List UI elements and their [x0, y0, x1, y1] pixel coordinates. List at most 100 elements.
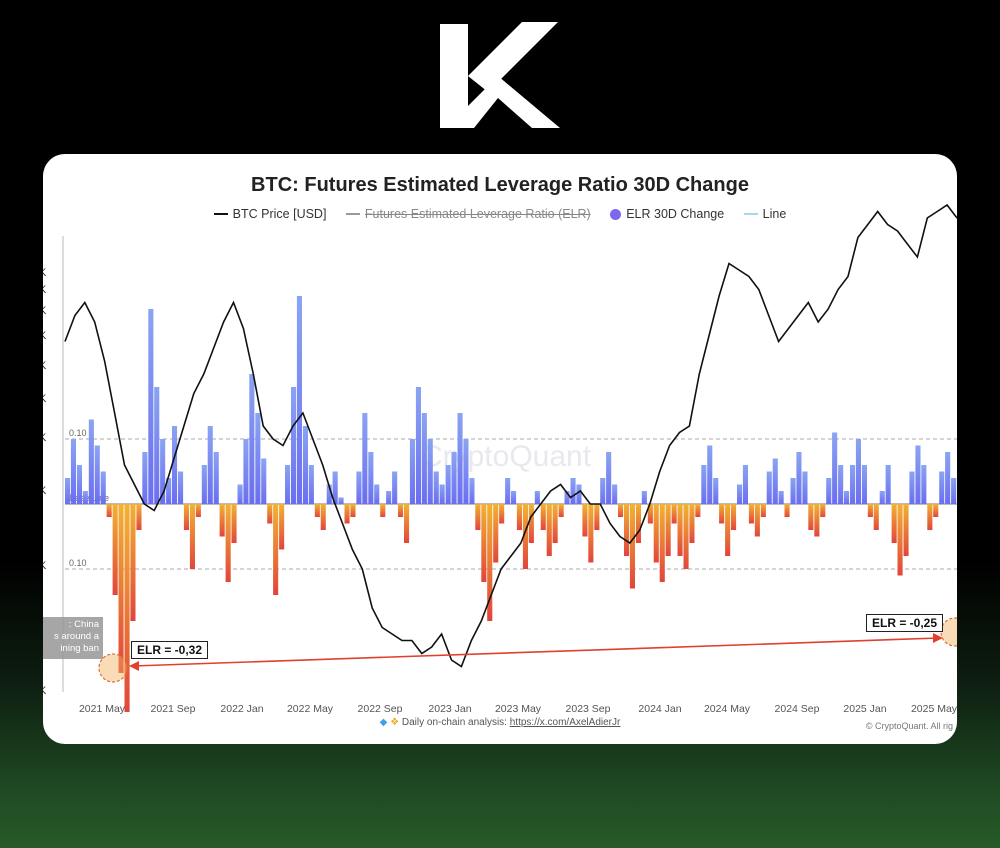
legend-item-elr[interactable]: Futures Estimated Leverage Ratio (ELR): [345, 207, 591, 221]
chart-title: BTC: Futures Estimated Leverage Ratio 30…: [251, 174, 749, 196]
note-line-3: ining ban: [60, 643, 99, 654]
elr-bar: [891, 504, 897, 543]
elr-bar: [70, 439, 76, 504]
elr-bar: [915, 445, 921, 504]
copyright: © CryptoQuant. All rig: [865, 721, 953, 731]
china-mining-ban-note: : China s around a ining ban: [43, 617, 103, 659]
elr-bar: [249, 374, 255, 504]
elr-bar: [933, 504, 939, 517]
annotation-graphics: [98, 617, 957, 683]
x-tick-label: 2024 Sep: [775, 703, 820, 715]
elr-bar: [231, 504, 237, 543]
elr-bar: [100, 471, 106, 504]
elr-bar: [457, 413, 463, 504]
elr-bar: [689, 504, 695, 543]
elr-bar: [433, 471, 439, 504]
elr-bar: [594, 504, 600, 530]
elr-bar: [213, 452, 219, 504]
elr-bar: [534, 491, 540, 504]
arrowhead-right: [933, 633, 943, 643]
connector-arrow: [132, 637, 940, 667]
elr-bar: [469, 478, 475, 504]
elr-bar: [951, 478, 957, 504]
footer-text: Daily on-chain analysis:: [401, 717, 507, 728]
note-line-1: : China: [68, 619, 99, 630]
arrowhead-left: [129, 661, 139, 671]
elr-bar: [344, 504, 350, 524]
x-tick-label: 2021 May: [79, 703, 126, 715]
elr-bar: [939, 471, 945, 504]
elr-bar: [356, 471, 362, 504]
elr-bar: [909, 471, 915, 504]
elr-bar: [855, 439, 861, 504]
legend-swatch-elr: [345, 213, 360, 216]
elr-bar: [683, 504, 689, 569]
elr-bar: [861, 465, 867, 504]
elr-bar: [154, 387, 160, 504]
elr-bar: [588, 504, 594, 563]
elr-bar: [867, 504, 873, 517]
elr-bar: [784, 504, 790, 517]
elr-bar: [243, 439, 249, 504]
y-tick-label-fragment: K: [43, 284, 47, 296]
elr-bar: [225, 504, 231, 582]
elr-bar: [142, 452, 148, 504]
legend-swatch-elr-30d-change: [610, 208, 622, 220]
elr-bar: [546, 504, 552, 556]
elr-bar: [124, 504, 130, 712]
note-line-2: s around a: [54, 631, 99, 642]
elr-callout-2021: ELR = -0,32: [131, 641, 209, 659]
elr-bar: [404, 504, 410, 543]
elr-bar: [635, 504, 641, 543]
elr-bar: [885, 465, 891, 504]
elr-bar: [582, 504, 588, 537]
elr-bar: [796, 452, 802, 504]
elr-bar: [398, 504, 404, 517]
elr-bar: [451, 452, 457, 504]
elr-bar: [879, 491, 885, 504]
elr-bar: [94, 445, 100, 504]
logo-lower-arm: [446, 76, 560, 128]
logo-stem: [440, 24, 468, 128]
elr-bar: [326, 484, 332, 504]
legend-item-btc-price[interactable]: BTC Price [USD]: [213, 207, 326, 221]
elr-bar: [647, 504, 653, 524]
x-tick-label: 2022 Sep: [358, 703, 403, 715]
elr-bar: [695, 504, 701, 517]
elr-bar: [148, 309, 154, 504]
brand-logo: [440, 22, 560, 128]
elr-bar: [130, 504, 136, 621]
elr-bar: [927, 504, 933, 530]
elr-bar: [314, 504, 320, 517]
y-tick-label-fragment: K: [43, 685, 47, 697]
legend-swatch-btc-price: [213, 213, 228, 216]
elr-bar: [273, 504, 279, 595]
elr-bar: [421, 413, 427, 504]
elr-bar: [386, 491, 392, 504]
elr-bar: [808, 504, 814, 530]
elr-bar: [65, 478, 71, 504]
elr-bar: [487, 504, 493, 621]
elr-bar: [285, 465, 291, 504]
elr-bar: [844, 491, 850, 504]
elr-bar: [499, 504, 505, 524]
elr-bar: [772, 458, 778, 504]
elr-bar: [826, 478, 832, 504]
footer-link[interactable]: https://x.com/AxelAdierJr: [509, 717, 621, 728]
diamond-icon: ◆: [379, 717, 388, 728]
elr-bar: [540, 504, 546, 530]
elr-bar: [814, 504, 820, 537]
y-tick-label-fragment: K: [43, 393, 47, 405]
elr-bar: [618, 504, 624, 517]
chart-footer: ◆ ❖ Daily on-chain analysis: https://x.c…: [43, 717, 957, 728]
legend-item-elr-30d-change[interactable]: ELR 30D Change: [610, 207, 724, 221]
elr-bar: [237, 484, 243, 504]
y-axis-fragment-labels: KKKKKKKKKK: [43, 267, 47, 697]
x-tick-label: 2022 Jan: [220, 703, 263, 715]
elr-bar: [291, 387, 297, 504]
legend-item-line[interactable]: Line: [743, 207, 786, 221]
elr-bar: [463, 439, 469, 504]
elr-bar: [380, 504, 386, 517]
x-tick-label: 2022 May: [287, 703, 334, 715]
elr-bar: [778, 491, 784, 504]
